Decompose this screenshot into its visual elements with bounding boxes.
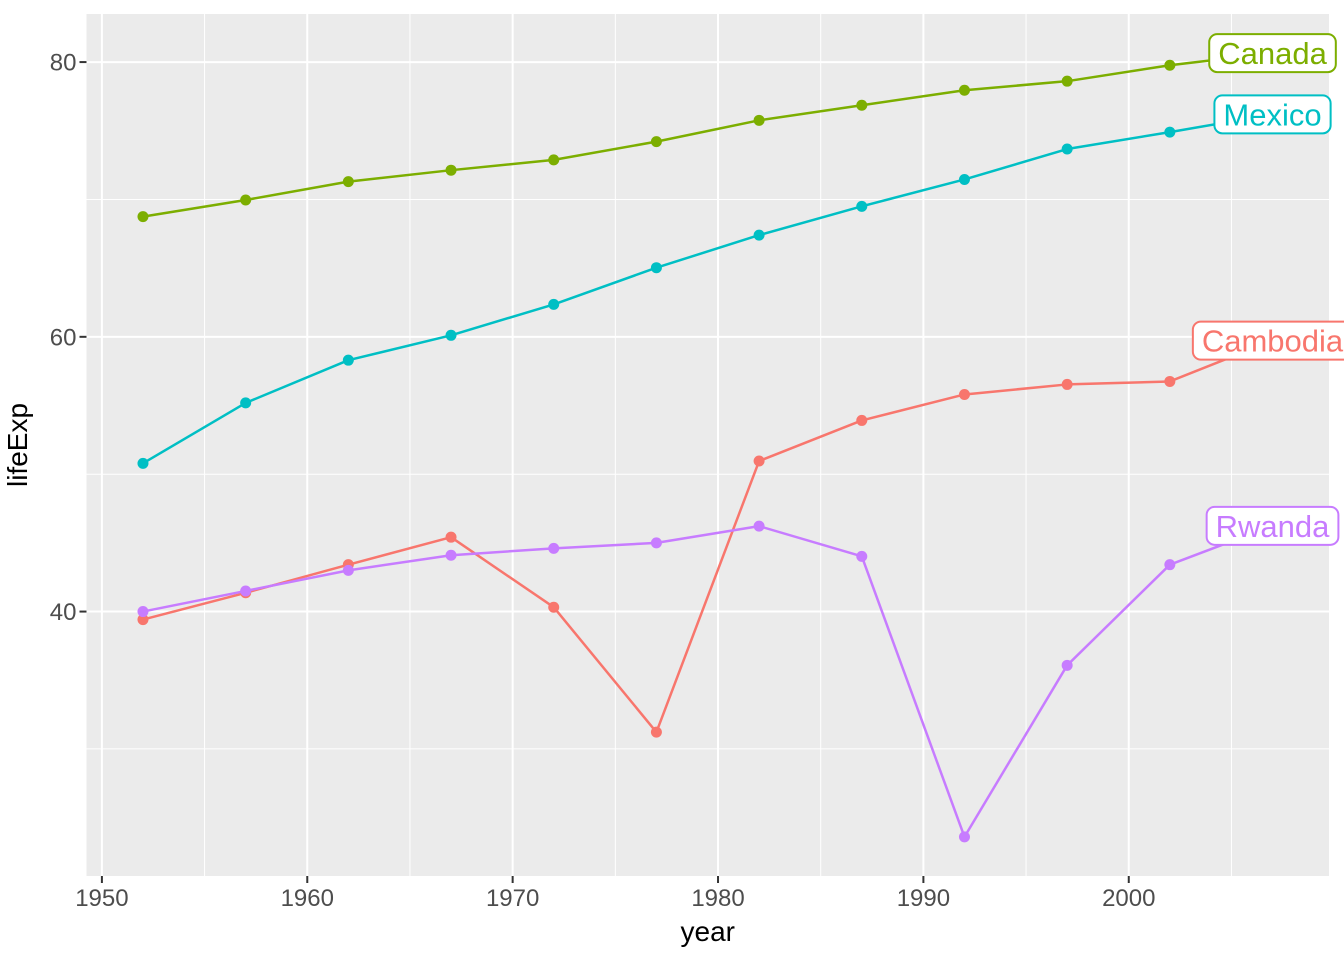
data-point [650,262,662,274]
direct-label-canada: Canada [1208,33,1337,74]
data-point [1061,75,1073,87]
data-point [137,457,149,469]
gridlines [86,14,1329,876]
data-point [1061,143,1073,155]
data-point [342,564,354,576]
data-point [240,194,252,206]
data-point [958,831,970,843]
y-tick-label: 80 [50,50,77,77]
data-point [753,455,765,467]
x-tick-label: 2000 [1102,885,1155,912]
y-tick-label: 60 [50,324,77,351]
data-point [753,114,765,126]
direct-label-box [1208,33,1337,74]
data-point [856,414,868,426]
data-point [958,173,970,185]
data-point [1164,559,1176,571]
direct-label-text: Cambodia [1202,324,1344,359]
data-point [1164,126,1176,138]
series-mexico [137,108,1279,469]
panel-background [86,14,1329,876]
data-point [445,329,457,341]
direct-label-box [1205,505,1340,546]
x-tick-label: 1960 [281,885,334,912]
data-point [445,531,457,543]
series-line-cambodia [141,339,1274,734]
data-point [137,606,149,618]
data-point [1164,375,1176,387]
x-axis-title: year [681,916,735,947]
direct-label-box [1213,94,1332,135]
axes: 1950 1960 1970 1980 1990 2000 40 60 80 [50,50,1156,912]
direct-label-text: Canada [1218,36,1327,71]
data-point [650,136,662,148]
data-point [342,354,354,366]
data-point [548,601,560,613]
direct-label-cambodia: Cambodia [1191,320,1344,361]
direct-label-text: Mexico [1223,97,1321,132]
direct-label-mexico: Mexico [1213,94,1332,135]
data-point [137,211,149,223]
data-point [548,154,560,166]
series-line-mexico [141,113,1274,465]
x-tick-label: 1950 [75,885,128,912]
data-series [137,47,1279,843]
data-point [650,537,662,549]
data-point [958,388,970,400]
data-point [548,542,560,554]
y-tick-label: 40 [50,599,77,626]
data-point [445,549,457,561]
data-point [342,176,354,188]
series-line-rwanda [141,524,1274,839]
series-canada [137,47,1279,223]
x-tick-label: 1970 [486,885,539,912]
data-point [240,397,252,409]
data-point [1164,59,1176,71]
data-point [753,229,765,241]
data-point [958,84,970,96]
direct-label-box [1191,320,1344,361]
data-point [1061,659,1073,671]
data-point [753,520,765,532]
direct-labels: Canada Mexico Cambodia Rwanda [1191,33,1344,546]
data-point [856,200,868,212]
data-point [137,614,149,626]
y-axis-title: lifeExp [2,403,33,487]
data-point [240,585,252,597]
x-tick-label: 1980 [691,885,744,912]
data-point [856,99,868,111]
data-point [650,726,662,738]
data-point [548,298,560,310]
data-point [1061,378,1073,390]
data-point [856,550,868,562]
series-line-canada [141,51,1274,218]
plot-panel [86,14,1329,876]
x-tick-label: 1990 [897,885,950,912]
data-point [445,164,457,176]
direct-label-text: Rwanda [1216,509,1330,544]
direct-label-rwanda: Rwanda [1205,505,1340,546]
